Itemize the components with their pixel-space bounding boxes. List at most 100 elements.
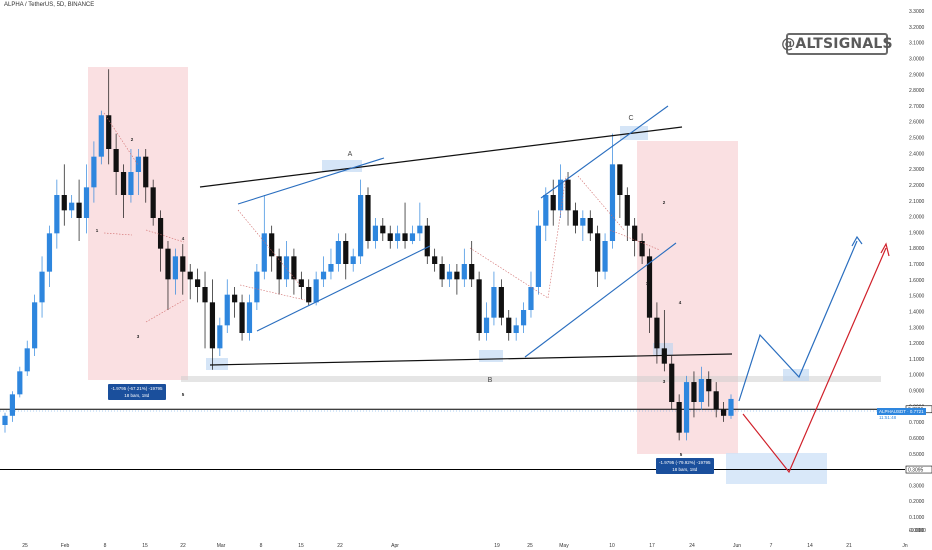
support-line xyxy=(209,353,733,366)
candle-body xyxy=(728,398,734,416)
candle-body xyxy=(417,225,423,234)
candle-body xyxy=(454,271,460,280)
candle-body xyxy=(76,202,82,218)
candle-body xyxy=(180,256,186,272)
candle-body xyxy=(380,225,386,234)
drop-zone-left xyxy=(88,67,188,380)
support-band xyxy=(181,376,881,382)
correction-line-5 xyxy=(239,284,306,301)
current-price-time: 11:51:48 xyxy=(877,414,898,421)
candle-body xyxy=(165,248,171,280)
candle-body xyxy=(246,302,253,333)
candle-body xyxy=(283,256,290,280)
candle-body xyxy=(157,218,164,249)
candle-body xyxy=(357,195,364,257)
candle-body xyxy=(232,294,238,303)
correction-line-6 xyxy=(469,247,549,299)
correction-line-3 xyxy=(145,229,185,243)
x-tick: 17 xyxy=(649,543,655,549)
target-zone xyxy=(726,453,827,484)
candle-body xyxy=(683,382,690,433)
candle-body xyxy=(632,225,638,241)
x-tick: Feb xyxy=(61,543,70,549)
measure-box-right-bars: 18 bars, 18d xyxy=(672,467,698,472)
candle-body xyxy=(654,317,660,349)
candle-body xyxy=(306,287,312,303)
channel-line-0 xyxy=(237,157,385,205)
x-tick: 10 xyxy=(609,543,615,549)
candle-body xyxy=(461,264,467,280)
current-price-label: ALPHAUSDT · 0.7721 xyxy=(879,409,924,414)
candle-body xyxy=(328,264,334,272)
candle-body xyxy=(506,317,512,333)
candle-body xyxy=(83,187,90,218)
candle-body xyxy=(261,233,267,272)
candle-body xyxy=(698,379,704,402)
candle-body xyxy=(446,271,453,280)
candle-body xyxy=(335,241,341,264)
candle-body xyxy=(313,279,319,303)
candle-body xyxy=(558,179,564,211)
current-price-time-label: 11:51:48 xyxy=(879,415,897,420)
candle-body xyxy=(291,256,297,280)
y-tick: 3.1000 xyxy=(909,41,925,47)
level-label: 0.3095 xyxy=(908,467,924,473)
candle-body xyxy=(343,241,349,264)
candle-body xyxy=(120,172,127,195)
wave-label: 1 xyxy=(646,281,649,286)
y-tick: 1.1000 xyxy=(909,357,925,363)
pattern-label-a: A xyxy=(348,151,353,158)
highlight-box-4 xyxy=(322,160,362,172)
highlight-box-0 xyxy=(206,358,228,370)
pattern-label-b: B xyxy=(488,377,493,384)
candle-body xyxy=(135,156,141,172)
candle-body xyxy=(432,256,438,264)
candle-body xyxy=(617,164,623,195)
candle-body xyxy=(128,172,134,195)
y-tick: 2.9000 xyxy=(909,72,925,78)
y-tick: 1.5000 xyxy=(909,294,925,300)
x-tick: 25 xyxy=(527,543,533,549)
wave-label: 3 xyxy=(663,379,666,384)
wave-label: 3 xyxy=(137,334,140,339)
candle-body xyxy=(224,294,230,326)
x-tick: 14 xyxy=(807,543,813,549)
y-tick: 0.3000 xyxy=(909,483,925,489)
candle-body xyxy=(39,271,45,303)
x-tick: Mar xyxy=(217,543,226,549)
x-tick: 15 xyxy=(142,543,148,549)
candle-body xyxy=(572,210,579,226)
y-tick: 0.2000 xyxy=(909,499,925,505)
candle-body xyxy=(720,409,727,416)
candle-body xyxy=(409,233,416,241)
x-tick: 22 xyxy=(337,543,343,549)
candle-body xyxy=(276,256,282,280)
y-tick: 0.7000 xyxy=(909,420,925,426)
candle-body xyxy=(587,218,593,234)
bearish-projection xyxy=(742,247,887,474)
wave-label: 5 xyxy=(680,452,683,457)
y-tick: 1.8000 xyxy=(909,246,925,252)
y-tick: 2.8000 xyxy=(909,88,925,94)
candle-body xyxy=(639,241,645,257)
candle-body xyxy=(543,195,549,226)
channel-line-1 xyxy=(256,245,431,332)
candle-body xyxy=(9,394,16,416)
candle-body xyxy=(113,149,119,172)
y-tick: 2.1000 xyxy=(909,199,925,205)
candle-body xyxy=(269,233,275,257)
candle-body xyxy=(106,115,112,149)
wave-label: 2 xyxy=(131,137,134,142)
candle-body xyxy=(172,256,178,280)
candle-body xyxy=(32,302,38,349)
candle-body xyxy=(239,302,245,333)
candle-body xyxy=(387,233,393,241)
candle-body xyxy=(202,287,208,303)
y-tick: 3.2000 xyxy=(909,25,925,31)
x-tick: 15 xyxy=(298,543,304,549)
candle-body xyxy=(624,195,630,226)
measure-box-left-bars: 18 bars, 18d xyxy=(124,393,150,398)
level-tag xyxy=(905,465,932,474)
candle-body xyxy=(150,187,156,218)
candle-body xyxy=(469,264,475,280)
